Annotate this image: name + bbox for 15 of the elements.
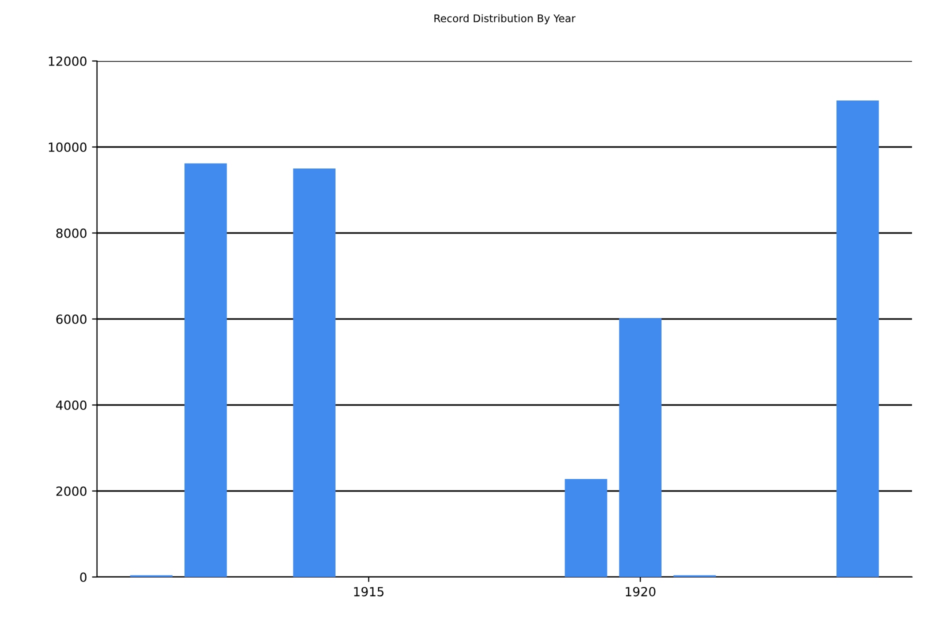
x-tick-label: 1920	[626, 586, 656, 596]
y-tick-label: 0	[80, 572, 86, 582]
y-tick-label: 6000	[56, 314, 86, 324]
bar	[293, 168, 336, 577]
x-tick-label: 1915	[354, 586, 384, 596]
y-tick-label: 12000	[48, 56, 86, 66]
bar	[836, 100, 879, 577]
bar	[184, 163, 227, 577]
chart-title: Record Distribution By Year	[434, 14, 576, 24]
bar	[619, 318, 662, 577]
bar	[564, 478, 608, 577]
y-tick-label: 8000	[56, 228, 86, 238]
y-tick-label: 2000	[56, 486, 86, 496]
y-tick-label: 10000	[48, 142, 86, 152]
y-tick-label: 4000	[56, 400, 86, 410]
